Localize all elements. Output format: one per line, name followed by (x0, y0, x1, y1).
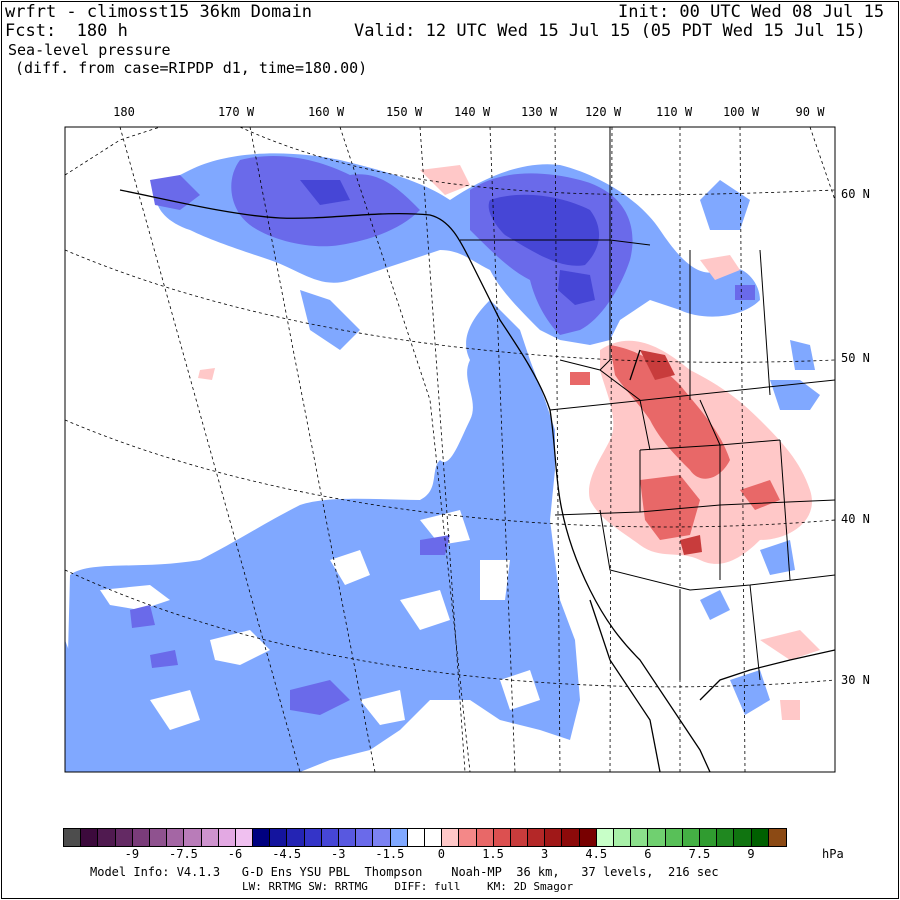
lat-label: 40 N (841, 512, 870, 526)
lon-label: 90 W (796, 105, 826, 119)
diff-note: (diff. from case=RIPDP d1, time=180.00) (15, 59, 368, 77)
anomaly-dark-blue (300, 180, 600, 305)
lon-label: 150 W (386, 105, 423, 119)
colorbar-swatch (596, 829, 614, 846)
anomaly-neutral-gaps (100, 510, 540, 730)
colorbar-swatch (339, 829, 357, 846)
colorbar-swatch (407, 829, 425, 846)
colorbar-tick-label: 4.5 (585, 847, 608, 861)
model-info-line: Model Info: V4.1.3 G-D Ens YSU PBL Thomp… (90, 865, 719, 879)
colorbar-swatch (579, 829, 597, 846)
colorbar-swatch (734, 829, 752, 846)
political-borders (460, 127, 835, 681)
longitude-labels: 180 170 W 160 W 150 W 140 W 130 W 120 W … (113, 105, 825, 119)
colorbar-tick-label: -3 (331, 847, 346, 861)
colorbar-swatch (253, 829, 271, 846)
colorbar-swatch (390, 829, 408, 846)
lon-label: 110 W (656, 105, 693, 119)
colorbar-swatch (184, 829, 202, 846)
colorbar-swatch (648, 829, 666, 846)
latitude-labels: 60 N 50 N 40 N 30 N (841, 187, 870, 687)
anomaly-dark-red (640, 350, 702, 555)
colorbar-tick-label: hPa (822, 847, 844, 861)
colorbar-tick-label: 1.5 (482, 847, 504, 861)
colorbar-swatch (218, 829, 236, 846)
colorbar-swatch (98, 829, 116, 846)
colorbar-tick-label: 0 (437, 847, 446, 861)
colorbar-swatch (476, 829, 494, 846)
colorbar-swatch (167, 829, 185, 846)
map-border (64, 126, 836, 773)
colorbar-swatch (424, 829, 443, 846)
colorbar-tick-label: 7.5 (688, 847, 711, 861)
lon-label: 140 W (454, 105, 491, 119)
colorbar-swatch (528, 829, 546, 846)
colorbar-tick-label: -9 (124, 847, 140, 861)
colorbar-tick-label: -1.5 (375, 847, 405, 861)
colorbar (63, 828, 787, 847)
model-domain-title: wrfrt - climosst15 36km Domain (5, 2, 313, 22)
colorbar-swatch (717, 829, 735, 846)
colorbar-swatch (562, 829, 580, 846)
colorbar-swatch (545, 829, 563, 846)
valid-time: Valid: 12 UTC Wed 15 Jul 15 (05 PDT Wed … (354, 21, 866, 41)
colorbar-swatch (304, 829, 322, 846)
colorbar-swatch (614, 829, 632, 846)
lon-label: 180 (113, 105, 135, 119)
anomaly-medium-red (570, 345, 780, 540)
colorbar-swatch (682, 829, 700, 846)
colorbar-swatch (510, 829, 529, 846)
forecast-hour: Fcst: 180 h (5, 21, 128, 41)
lon-label: 120 W (585, 105, 622, 119)
colorbar-swatch (81, 829, 99, 846)
lat-label: 60 N (841, 187, 870, 201)
colorbar-swatch (115, 829, 133, 846)
colorbar-swatch (493, 829, 511, 846)
colorbar-swatch (132, 829, 150, 846)
colorbar-tick-label: 3 (541, 847, 549, 861)
lon-label: 170 W (218, 105, 255, 119)
lat-label: 30 N (841, 673, 870, 687)
colorbar-tick-label: -7.5 (169, 847, 198, 861)
graticule (65, 127, 835, 772)
colorbar-tick-label: -4.5 (272, 847, 302, 861)
colorbar-swatch (751, 829, 769, 846)
colorbar-swatch (270, 829, 288, 846)
colorbar-swatch (235, 829, 254, 846)
colorbar-swatch (459, 829, 477, 846)
coastlines (119, 189, 835, 772)
colorbar-tick-label: -6 (227, 847, 243, 861)
colorbar-swatch (287, 829, 305, 846)
lon-label: 160 W (308, 105, 345, 119)
lat-label: 50 N (841, 351, 870, 365)
lon-label: 100 W (723, 105, 760, 119)
colorbar-swatch (631, 829, 649, 846)
physics-info-line: LW: RRTMG SW: RRTMG DIFF: full KM: 2D Sm… (242, 880, 574, 893)
colorbar-tick-label: 6 (644, 847, 652, 861)
colorbar-swatch (768, 829, 786, 846)
colorbar-swatch (201, 829, 219, 846)
colorbar-swatch (321, 829, 339, 846)
init-time: Init: 00 UTC Wed 08 Jul 15 (618, 2, 885, 22)
colorbar-swatch (149, 829, 168, 846)
field-name: Sea-level pressure (8, 41, 171, 59)
colorbar-swatch (356, 829, 374, 846)
colorbar-tick-label: 9 (747, 847, 755, 861)
colorbar-swatch (373, 829, 391, 846)
colorbar-swatch (665, 829, 683, 846)
colorbar-swatch (64, 829, 82, 846)
colorbar-swatch (442, 829, 460, 846)
lon-label: 130 W (521, 105, 558, 119)
colorbar-swatch (699, 829, 718, 846)
